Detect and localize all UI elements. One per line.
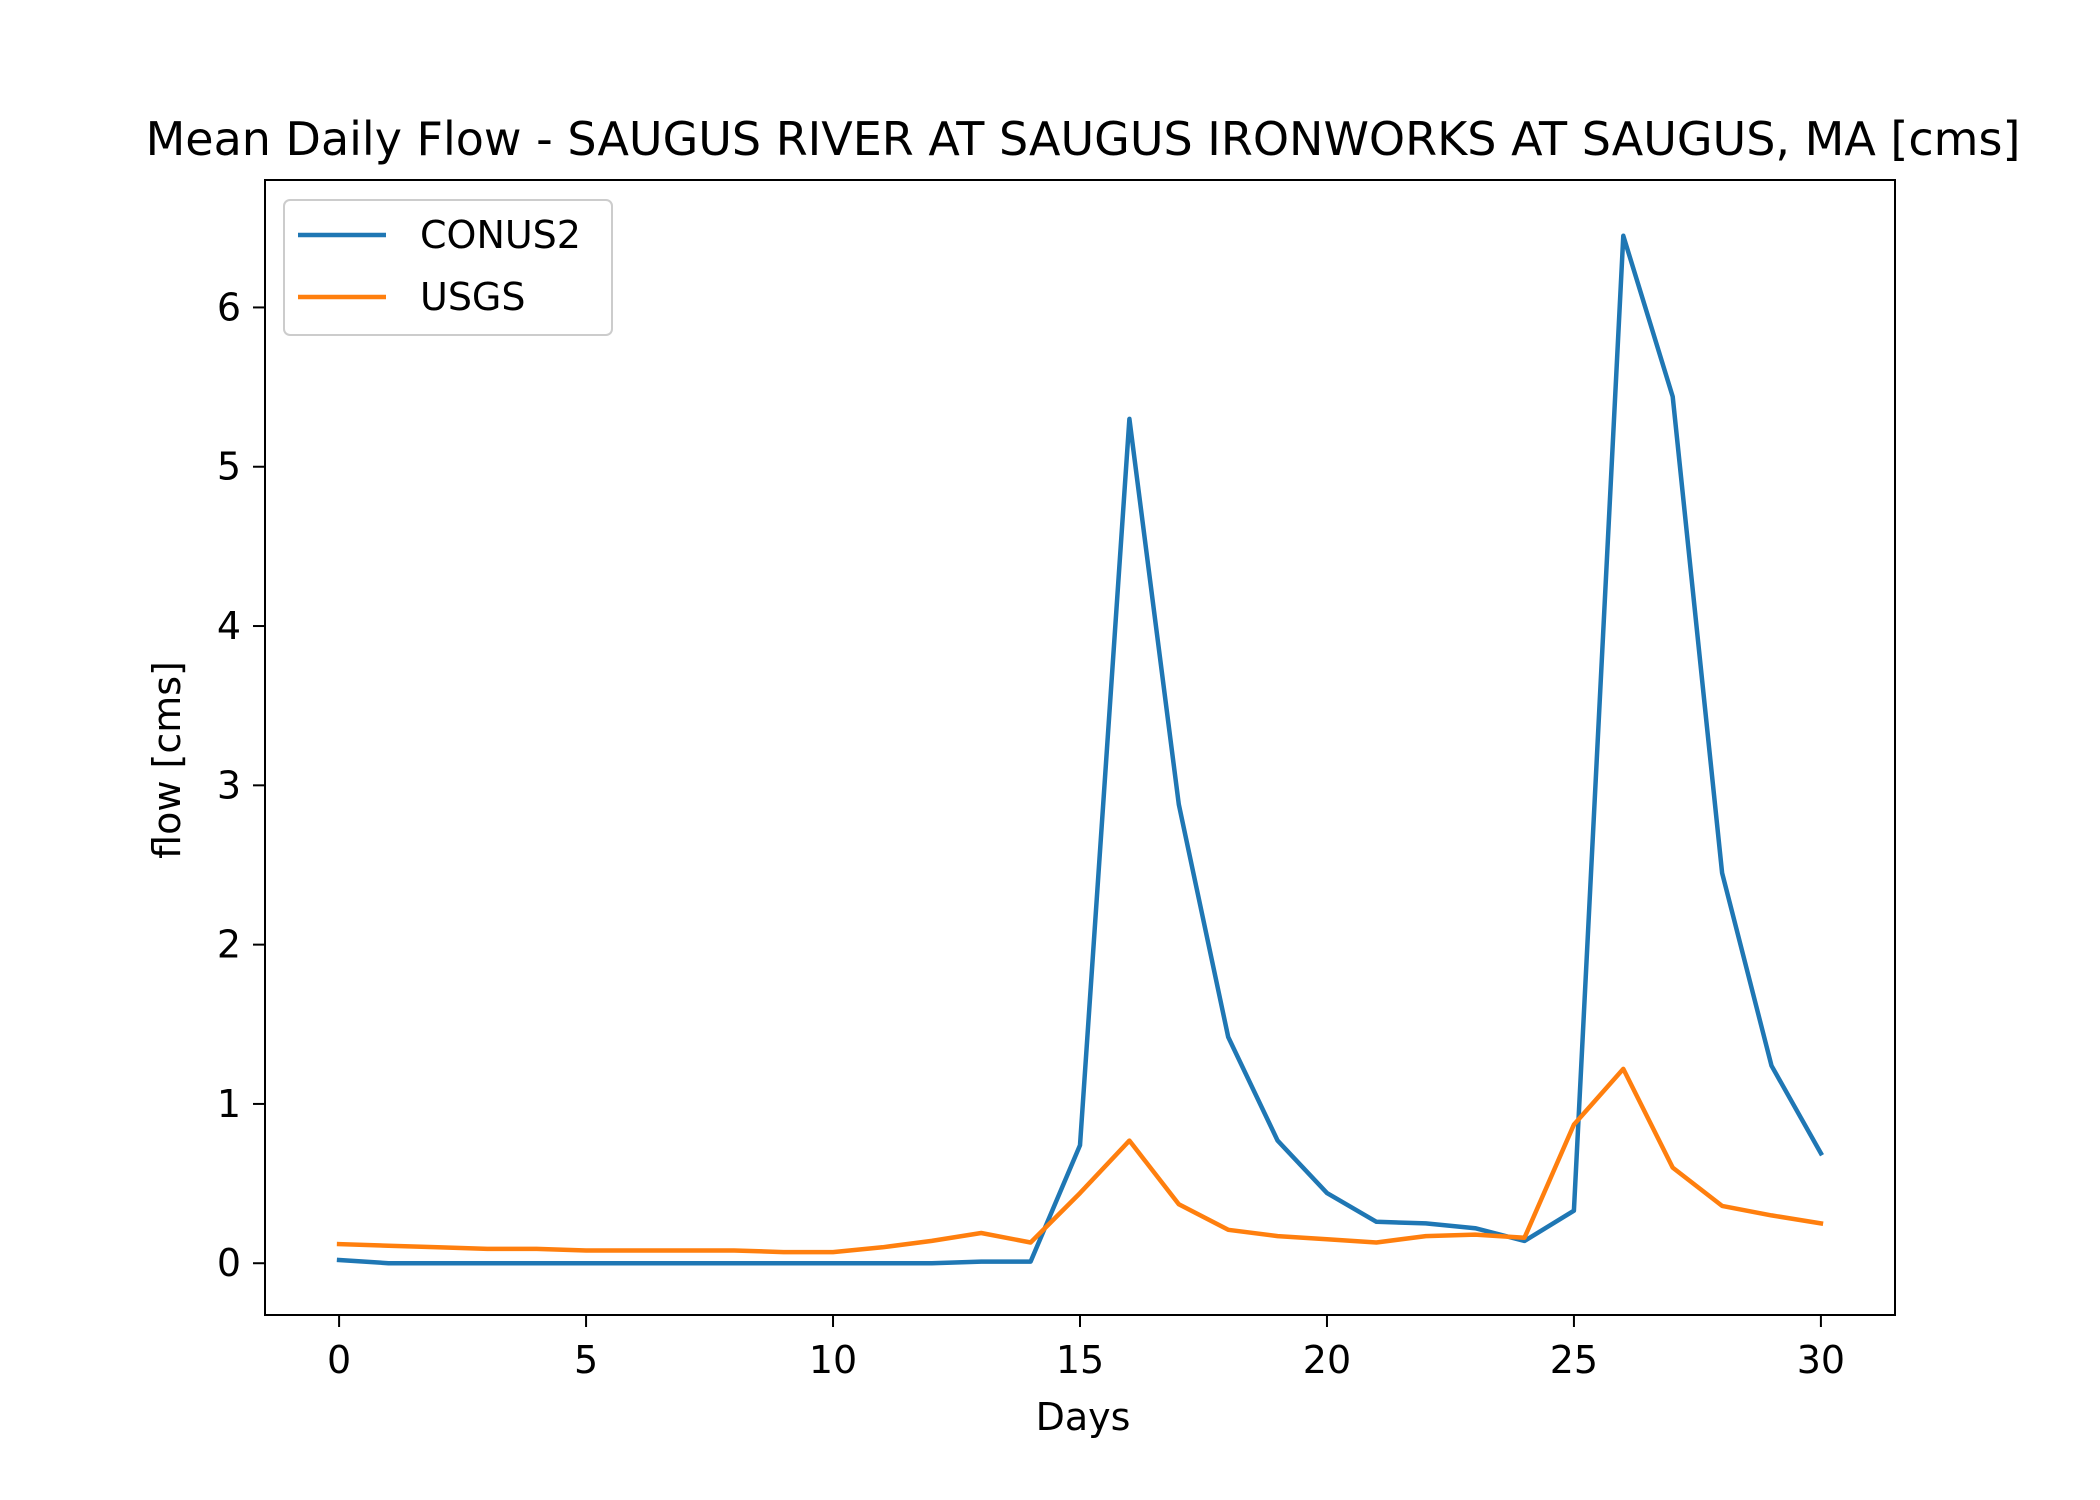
series-line-usgs bbox=[336, 1066, 1824, 1255]
y-tick-label: 2 bbox=[217, 923, 241, 967]
legend: CONUS2 USGS bbox=[283, 199, 613, 336]
y-tick-label: 6 bbox=[217, 285, 241, 329]
series-line-conus2 bbox=[336, 233, 1824, 1266]
y-tick-label: 1 bbox=[217, 1082, 241, 1126]
x-tick-label: 0 bbox=[327, 1338, 351, 1382]
y-tick-label: 3 bbox=[217, 763, 241, 807]
chart-title: Mean Daily Flow - SAUGUS RIVER AT SAUGUS… bbox=[146, 112, 2021, 166]
plot-area: 0 5 10 15 20 25 30 0 1 2 3 4 5 6 CONUS2 USGS bbox=[217, 179, 1896, 1382]
x-tick-label: 25 bbox=[1550, 1338, 1598, 1382]
x-tick-label: 20 bbox=[1303, 1338, 1351, 1382]
legend-label-usgs: USGS bbox=[420, 275, 526, 319]
y-tick-label: 5 bbox=[217, 445, 241, 489]
x-tick-label: 5 bbox=[574, 1338, 598, 1382]
x-tick-label: 15 bbox=[1056, 1338, 1104, 1382]
x-axis-label: Days bbox=[1036, 1395, 1131, 1439]
y-tick-label: 0 bbox=[217, 1241, 241, 1285]
x-tick-label: 30 bbox=[1797, 1338, 1845, 1382]
y-axis-label: flow [cms] bbox=[145, 661, 189, 859]
x-tick-label: 10 bbox=[809, 1338, 857, 1382]
legend-label-conus2: CONUS2 bbox=[420, 213, 581, 257]
y-tick-label: 4 bbox=[217, 604, 241, 648]
